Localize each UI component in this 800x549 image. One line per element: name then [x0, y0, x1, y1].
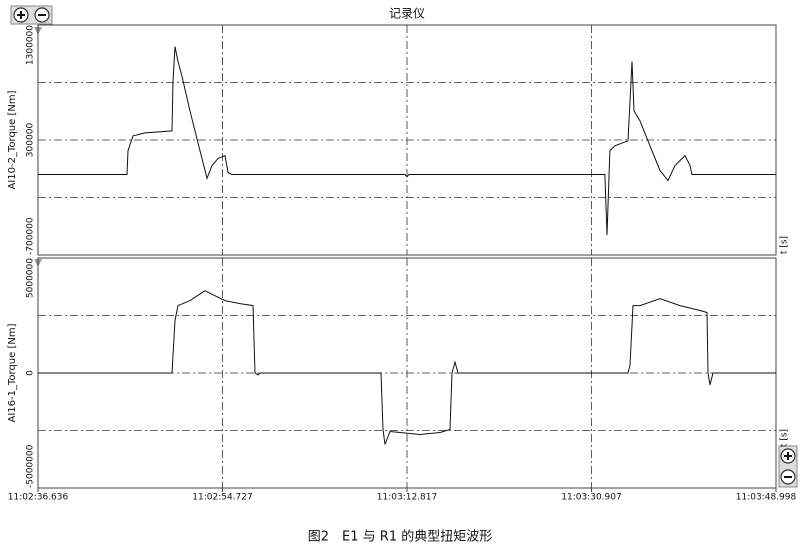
- y-tick-label: -700000: [26, 217, 36, 255]
- figure-caption: 图2 E1 与 R1 的典型扭矩波形: [308, 529, 492, 545]
- y-tick-label: 0: [26, 370, 36, 376]
- x-tick-label: 11:02:54.727: [192, 493, 252, 503]
- x-axis-label: t [s]: [780, 236, 790, 254]
- x-tick-label: 11:02:36.636: [8, 493, 69, 503]
- torque-trace: [38, 46, 776, 236]
- y-tick-label: 300000: [26, 123, 36, 158]
- x-axis-label: t [s]: [780, 429, 790, 447]
- y-axis-label: AI10-2_Torque [Nm]: [7, 90, 18, 189]
- zoom-buttons-bottom[interactable]: [778, 445, 798, 488]
- x-tick-label: 11:03:30.907: [561, 493, 621, 503]
- x-tick-label: 11:03:48.998: [736, 493, 797, 503]
- zoom-buttons-top[interactable]: [10, 5, 53, 25]
- x-tick-label: 11:03:12.817: [377, 493, 437, 503]
- torque-trace: [38, 290, 776, 445]
- y-tick-label: 5000000: [26, 258, 36, 298]
- plus-icon: [17, 11, 25, 19]
- y-tick-label: 1300000: [26, 25, 36, 65]
- y-axis-label: AI16-1_Torque [Nm]: [7, 323, 18, 422]
- y-tick-label: -5000000: [26, 444, 36, 488]
- chart-title: 记录仪: [389, 7, 425, 21]
- plus-icon: [784, 452, 792, 460]
